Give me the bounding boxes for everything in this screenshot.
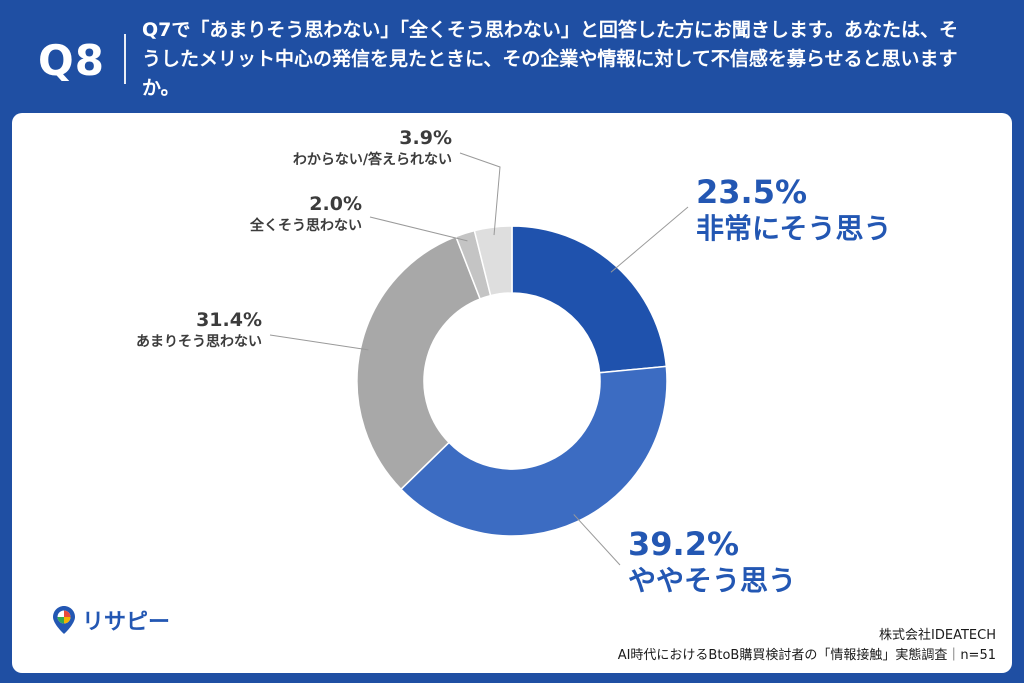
slice-3-category: 全くそう思わない xyxy=(250,218,362,234)
label-slice-3: 2.0% 全くそう思わない xyxy=(162,193,362,235)
leader-line-4 xyxy=(459,152,501,236)
label-slice-1: 39.2% ややそう思う xyxy=(628,525,796,599)
donut-slice-4 xyxy=(473,225,513,297)
chart-panel: 23.5% 非常にそう思う 39.2% ややそう思う 31.4% あまりそう思わ… xyxy=(12,113,1012,673)
header-divider xyxy=(124,34,126,84)
slice-0-percent: 23.5% xyxy=(696,173,808,211)
pin-logo-icon xyxy=(53,606,75,634)
slice-0-category: 非常にそう思う xyxy=(696,212,892,245)
leader-line-0 xyxy=(610,206,689,273)
donut-slice-2 xyxy=(356,235,482,491)
risapy-logo: リサピー xyxy=(52,604,170,636)
footer: 株式会社IDEATECH AI時代におけるBtoB購買検討者の「情報接触」実態調… xyxy=(618,626,996,666)
label-slice-4: 3.9% わからない/答えられない xyxy=(212,127,452,169)
slice-1-percent: 39.2% xyxy=(628,525,740,563)
leader-line-1 xyxy=(573,514,621,566)
label-slice-2: 31.4% あまりそう思わない xyxy=(82,309,262,351)
slice-2-percent: 31.4% xyxy=(196,309,262,331)
leader-line-2 xyxy=(269,334,369,351)
slice-4-category: わからない/答えられない xyxy=(292,152,452,168)
donut-slice-0 xyxy=(511,225,668,374)
slice-4-percent: 3.9% xyxy=(399,127,452,149)
question-number: Q8 xyxy=(38,36,105,85)
label-slice-0: 23.5% 非常にそう思う xyxy=(696,173,891,247)
logo-text: リサピー xyxy=(82,610,171,635)
slice-2-category: あまりそう思わない xyxy=(136,334,262,350)
header: Q8 Q7で「あまりそう思わない」「全くそう思わない」と回答した方にお聞きします… xyxy=(0,0,1024,112)
footer-survey: AI時代におけるBtoB購買検討者の「情報接触」実態調査｜n=51 xyxy=(617,648,996,663)
slice-3-percent: 2.0% xyxy=(309,193,362,215)
question-text: Q7で「あまりそう思わない」「全くそう思わない」と回答した方にお聞きします。あな… xyxy=(142,19,958,99)
donut-chart xyxy=(269,152,689,566)
slice-1-category: ややそう思う xyxy=(628,564,797,597)
donut-slice-1 xyxy=(399,365,668,537)
footer-company: 株式会社IDEATECH xyxy=(879,628,996,643)
leader-line-3 xyxy=(369,216,468,242)
